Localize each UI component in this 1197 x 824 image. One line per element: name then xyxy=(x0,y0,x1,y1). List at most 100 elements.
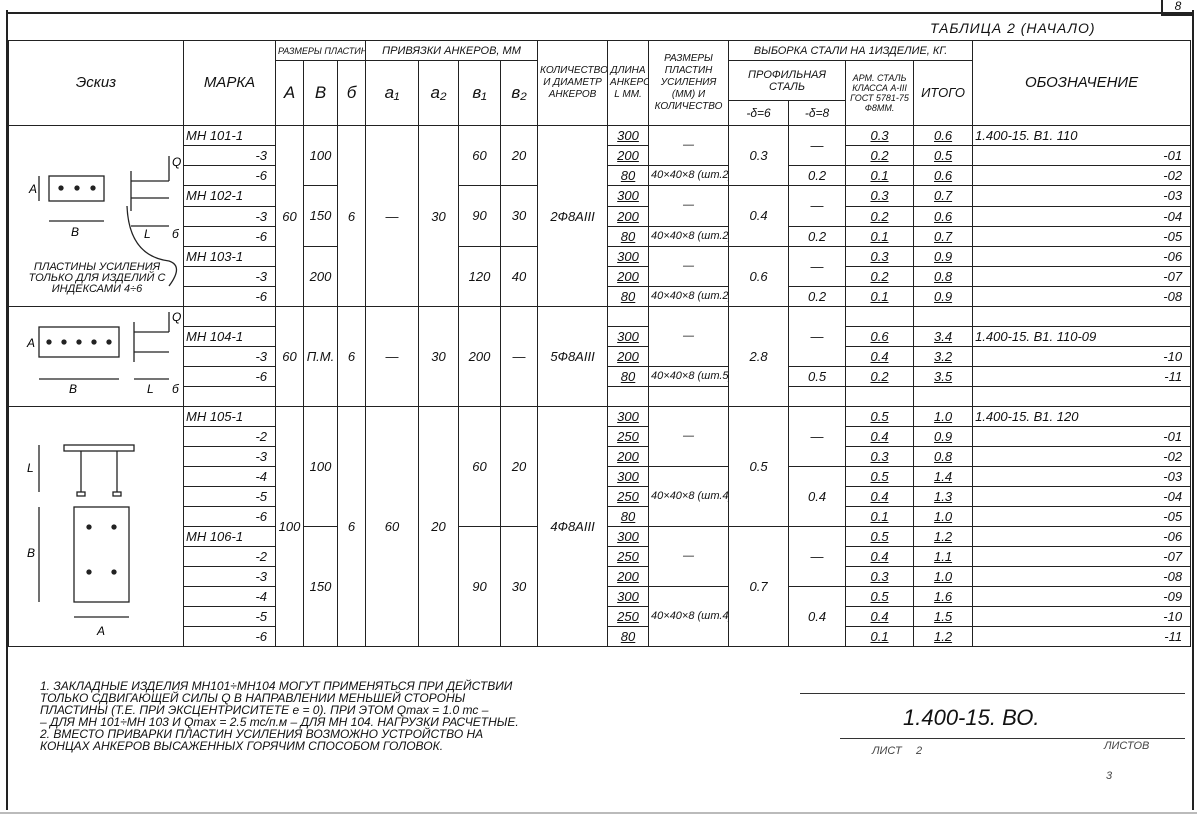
table-row: -6 80 40×40×8 (шт.5) 0.5 0.2 3.5 -11 xyxy=(9,366,1192,387)
header-a2: a₂ xyxy=(418,60,460,126)
cell-B: П.М. xyxy=(303,306,338,407)
cell-b2: 20 xyxy=(500,406,539,527)
cell-a1: — xyxy=(365,306,420,407)
page-number: 8 xyxy=(1161,0,1193,16)
cell-b2: — xyxy=(500,306,539,407)
cell-mark: -2 xyxy=(183,546,276,567)
cell-mark: МН 101-1 xyxy=(183,125,276,146)
cell-s6: 0.5 xyxy=(728,406,790,527)
cell-total: 0.5 xyxy=(913,145,974,166)
header-qty: КОЛИЧЕСТВО И ДИАМЕТР АНКЕРОВ xyxy=(537,40,609,126)
cell-code: -07 xyxy=(972,266,1192,287)
cell-code: -04 xyxy=(972,486,1192,507)
cell-a2: 30 xyxy=(418,125,460,307)
cell-mark: -3 xyxy=(183,145,276,166)
cell-plates: 40×40×8 (шт.2) xyxy=(648,286,730,307)
cell-mark: -6 xyxy=(183,366,276,387)
cell-total: 0.7 xyxy=(913,185,974,207)
height-label: А xyxy=(26,336,35,350)
sketch-cell: L В А xyxy=(8,406,184,647)
cell-code: 1.400-15. В1. 120 xyxy=(972,406,1192,427)
table-row: МН 102-1 150 90 30 300—0.4—0.3 0.7 -03 xyxy=(9,185,1192,247)
cell-code: -09 xyxy=(972,586,1192,607)
cell-B: 150 xyxy=(303,526,338,647)
cell-mark: -5 xyxy=(183,606,276,627)
cell-qty: 2Ф8АIII xyxy=(537,125,609,307)
cell-L: 250 xyxy=(607,486,650,507)
title-block-line xyxy=(840,738,1185,739)
cell-mark: -4 xyxy=(183,586,276,607)
cell-code: -10 xyxy=(972,346,1192,367)
table-row: -2 250 0.4 0.9 -01 xyxy=(9,426,1192,447)
cell-b2: 30 xyxy=(500,185,539,247)
cell-arm: 0.1 xyxy=(845,165,915,186)
bottom-edge xyxy=(0,812,1197,814)
table-row: -3 200 0.2 0.8 -07 xyxy=(9,266,1192,287)
sheets-count: 3 xyxy=(1106,770,1113,782)
cell-L: 300 xyxy=(607,245,650,267)
header-plates: РАЗМЕРЫ ПЛАСТИН УСИЛЕНИЯ (ММ) И КОЛИЧЕСТ… xyxy=(648,40,730,126)
cell-B: 150 xyxy=(303,185,338,247)
sheets-label: ЛИСТОВ xyxy=(1104,740,1150,752)
cell-B: 100 xyxy=(303,125,338,186)
table-row: -6 80 40×40×8 (шт.2) 0.2 0.1 0.9 -08 xyxy=(9,286,1192,307)
cell-L: 200 xyxy=(607,446,650,467)
cell-code: 1.400-15. В1. 110 xyxy=(972,125,1192,146)
table-row: -3 200 0.4 3.2 -10 xyxy=(9,346,1192,367)
cell-a2: 20 xyxy=(418,406,460,647)
cell-L: 300 xyxy=(607,326,650,347)
cell-total: 1.4 xyxy=(913,466,974,487)
cell-s8: 0.4 xyxy=(788,586,847,647)
cell-plates: 40×40×8 (шт.2) xyxy=(648,225,730,247)
cell-total: 1.0 xyxy=(913,506,974,527)
sketch-mn105-106: L В А xyxy=(27,444,135,638)
cell-code: -04 xyxy=(972,205,1192,227)
cell-arm: 0.1 xyxy=(845,225,915,247)
cell-B: 200 xyxy=(303,245,338,307)
force-label: Q xyxy=(172,155,181,169)
cell-L: 250 xyxy=(607,606,650,627)
cell-mark xyxy=(183,306,276,327)
table-row: L В А МН 105-1 100 100 6 60 20 60 20 4Ф8АIII 300—… xyxy=(8,406,1192,647)
cell-plates: 40×40×8 (шт.5) xyxy=(648,366,730,387)
cell-total: 1.5 xyxy=(913,606,974,627)
cell-arm: 0.4 xyxy=(845,606,915,627)
table-row: МН 106-1 150 90 30 300—0.7—0.5 1.2 -06 xyxy=(9,526,1192,647)
cell-arm: 0.4 xyxy=(845,426,915,447)
cell-A: 60 xyxy=(275,125,304,307)
cell-total: 0.7 xyxy=(913,225,974,247)
table-row: -4 300 40×40×8 (шт.4) 0.4 0.5 1.4 -03 xyxy=(9,466,1192,527)
cell-L: 200 xyxy=(607,266,650,287)
header-steel: ВЫБОРКА СТАЛИ НА 1ИЗДЕЛИЕ, КГ. xyxy=(728,40,974,61)
cell-L: 200 xyxy=(607,566,650,587)
cell-mark: -2 xyxy=(183,426,276,447)
table-row: -6 80 0.1 1.2 -11 xyxy=(9,626,1192,647)
cell-d: 6 xyxy=(336,125,367,307)
cell-arm: 0.2 xyxy=(845,266,915,287)
cell-total: 0.6 xyxy=(913,125,974,146)
cell-b1: 90 xyxy=(458,526,502,647)
cell-a2: 30 xyxy=(418,306,460,407)
cell-L: 300 xyxy=(607,406,650,427)
table-row: -5 250 0.4 1.3 -04 xyxy=(9,486,1192,507)
header-b2: в₂ xyxy=(500,60,539,126)
table-row: -2 250 0.4 1.1 -07 xyxy=(9,546,1192,567)
cell-plates: 40×40×8 (шт.4) xyxy=(648,466,730,527)
cell-arm: 0.3 xyxy=(845,566,915,587)
cell-code: -11 xyxy=(972,366,1192,387)
cell-L xyxy=(607,386,650,407)
cell-code: -01 xyxy=(972,426,1192,447)
cell-mark: -3 xyxy=(183,446,276,467)
header-s6: -δ=6 xyxy=(728,100,790,126)
cell-total: 0.8 xyxy=(913,266,974,287)
cell-arm xyxy=(845,386,915,407)
cell-mark: -5 xyxy=(183,486,276,507)
cell-arm: 0.2 xyxy=(845,145,915,166)
sketch-note: ПЛАСТИНЫ УСИЛЕНИЯ ТОЛЬКО ДЛЯ ИЗДЕЛИЙ С И… xyxy=(28,261,166,295)
frame-top-line xyxy=(6,12,1192,14)
cell-L: 80 xyxy=(607,165,650,186)
cell-s6: 0.3 xyxy=(728,125,790,186)
header-B: В xyxy=(303,60,338,126)
width-label: В xyxy=(27,546,35,560)
cell-b1: 60 xyxy=(458,406,502,527)
